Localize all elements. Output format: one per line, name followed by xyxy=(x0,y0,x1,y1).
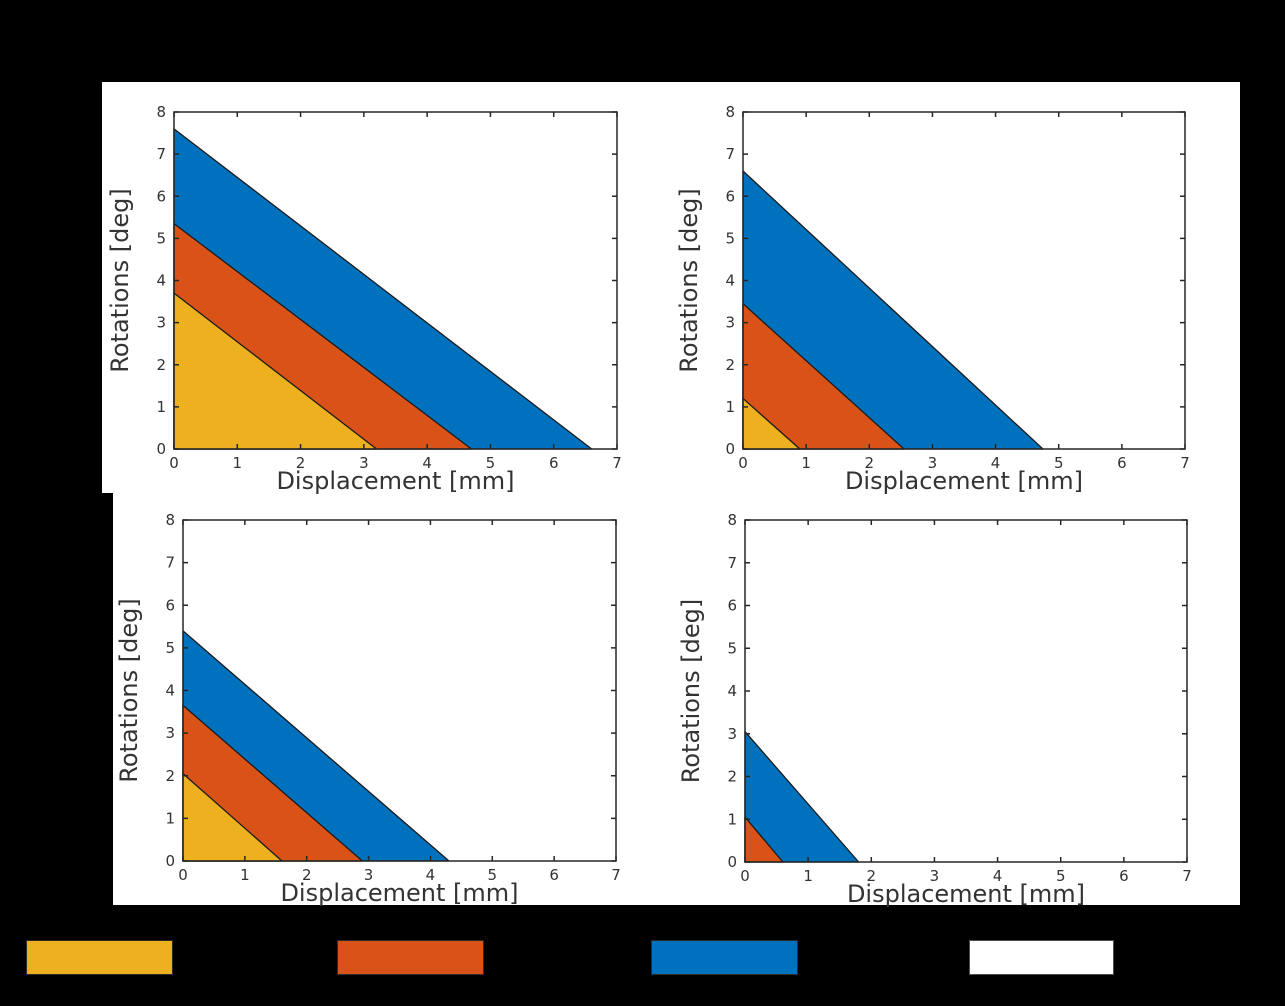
x-tick-label: 2 xyxy=(302,866,312,884)
y-tick-label: 6 xyxy=(165,596,175,614)
y-tick-label: 0 xyxy=(165,852,175,870)
x-tick-label: 1 xyxy=(801,454,811,472)
y-tick-label: 6 xyxy=(156,187,166,205)
subplot-bottom-right: 0 1 2 3 4 5 6 7 0 1 2 3 4 5 6 7 8 Displacement [mm] Rotati… xyxy=(677,511,1192,908)
x-tick-label: 5 xyxy=(1056,867,1066,885)
y-tick-label: 8 xyxy=(727,511,737,529)
x-tick-label: 7 xyxy=(1180,454,1190,472)
y-tick-label: 0 xyxy=(156,440,166,458)
x-tick-label: 3 xyxy=(364,866,374,884)
legend-swatch-blue xyxy=(651,940,798,975)
x-tick-label: 1 xyxy=(240,866,250,884)
y-tick-label: 8 xyxy=(725,103,735,121)
subplot-top-right: 0 1 2 3 4 5 6 7 0 1 2 3 4 5 6 7 8 Displacement [mm] Rotati… xyxy=(675,103,1190,495)
x-tick-label: 5 xyxy=(486,454,496,472)
y-tick-label: 2 xyxy=(727,768,737,786)
y-tick-label: 1 xyxy=(725,398,735,416)
y-tick-label: 1 xyxy=(727,810,737,828)
y-tick-label: 3 xyxy=(727,725,737,743)
y-tick-label: 4 xyxy=(156,272,166,290)
subplot-bottom-left: 0 1 2 3 4 5 6 7 0 1 2 3 4 5 6 7 8 Displacement [mm] Rotati… xyxy=(115,511,621,907)
y-tick-label: 0 xyxy=(725,440,735,458)
x-tick-label: 6 xyxy=(549,866,559,884)
x-tick-label: 4 xyxy=(993,867,1003,885)
x-tick-label: 7 xyxy=(611,866,621,884)
y-tick-label: 2 xyxy=(725,356,735,374)
x-tick-label: 3 xyxy=(930,867,940,885)
x-tick-label: 0 xyxy=(169,454,179,472)
x-axis-label: Displacement [mm] xyxy=(847,880,1085,908)
y-tick-label: 5 xyxy=(156,229,166,247)
y-tick-label: 6 xyxy=(727,597,737,615)
x-tick-label: 1 xyxy=(233,454,243,472)
x-axis-label: Displacement [mm] xyxy=(280,879,518,907)
y-tick-label: 8 xyxy=(156,103,166,121)
y-tick-label: 7 xyxy=(156,145,166,163)
x-tick-label: 0 xyxy=(740,867,750,885)
y-tick-label: 1 xyxy=(156,398,166,416)
x-tick-label: 5 xyxy=(488,866,498,884)
subplot-top-left: 0 1 2 3 4 5 6 7 0 1 2 3 4 5 6 7 8 Displacement [mm] Rotati… xyxy=(106,103,622,495)
y-tick-label: 7 xyxy=(725,145,735,163)
x-tick-label: 2 xyxy=(296,454,306,472)
x-tick-label: 3 xyxy=(359,454,369,472)
y-tick-label: 5 xyxy=(725,229,735,247)
x-tick-label: 0 xyxy=(178,866,188,884)
y-tick-label: 5 xyxy=(165,639,175,657)
y-tick-label: 1 xyxy=(165,809,175,827)
x-tick-label: 0 xyxy=(738,454,748,472)
legend-swatch-yellow xyxy=(26,940,173,975)
y-tick-label: 4 xyxy=(727,682,737,700)
x-tick-label: 2 xyxy=(865,454,875,472)
y-tick-label: 6 xyxy=(725,187,735,205)
x-tick-label: 6 xyxy=(1119,867,1129,885)
y-tick-label: 2 xyxy=(165,767,175,785)
y-tick-label: 3 xyxy=(725,314,735,332)
y-tick-label: 2 xyxy=(156,356,166,374)
y-tick-label: 4 xyxy=(725,272,735,290)
y-tick-label: 5 xyxy=(727,639,737,657)
legend-swatch-white xyxy=(969,940,1114,975)
y-axis-label: Rotations [deg] xyxy=(106,188,134,372)
y-tick-label: 3 xyxy=(156,314,166,332)
y-axis-label: Rotations [deg] xyxy=(675,188,703,372)
legend-swatch-orange xyxy=(337,940,484,975)
y-axis-label: Rotations [deg] xyxy=(677,599,705,783)
y-tick-label: 4 xyxy=(165,682,175,700)
y-tick-label: 8 xyxy=(165,511,175,529)
x-tick-label: 2 xyxy=(867,867,877,885)
x-tick-label: 6 xyxy=(1117,454,1127,472)
x-tick-label: 6 xyxy=(549,454,559,472)
x-tick-label: 7 xyxy=(1182,867,1192,885)
y-tick-label: 3 xyxy=(165,724,175,742)
y-axis-label: Rotations [deg] xyxy=(115,598,143,782)
y-tick-label: 7 xyxy=(727,554,737,572)
x-tick-label: 7 xyxy=(612,454,622,472)
x-tick-label: 4 xyxy=(422,454,432,472)
x-tick-label: 5 xyxy=(1054,454,1064,472)
x-tick-label: 4 xyxy=(991,454,1001,472)
x-tick-label: 3 xyxy=(928,454,938,472)
x-tick-label: 1 xyxy=(803,867,813,885)
y-tick-label: 7 xyxy=(165,554,175,572)
x-axis-label: Displacement [mm] xyxy=(276,467,514,495)
y-tick-label: 0 xyxy=(727,853,737,871)
x-tick-label: 4 xyxy=(426,866,436,884)
x-axis-label: Displacement [mm] xyxy=(845,467,1083,495)
